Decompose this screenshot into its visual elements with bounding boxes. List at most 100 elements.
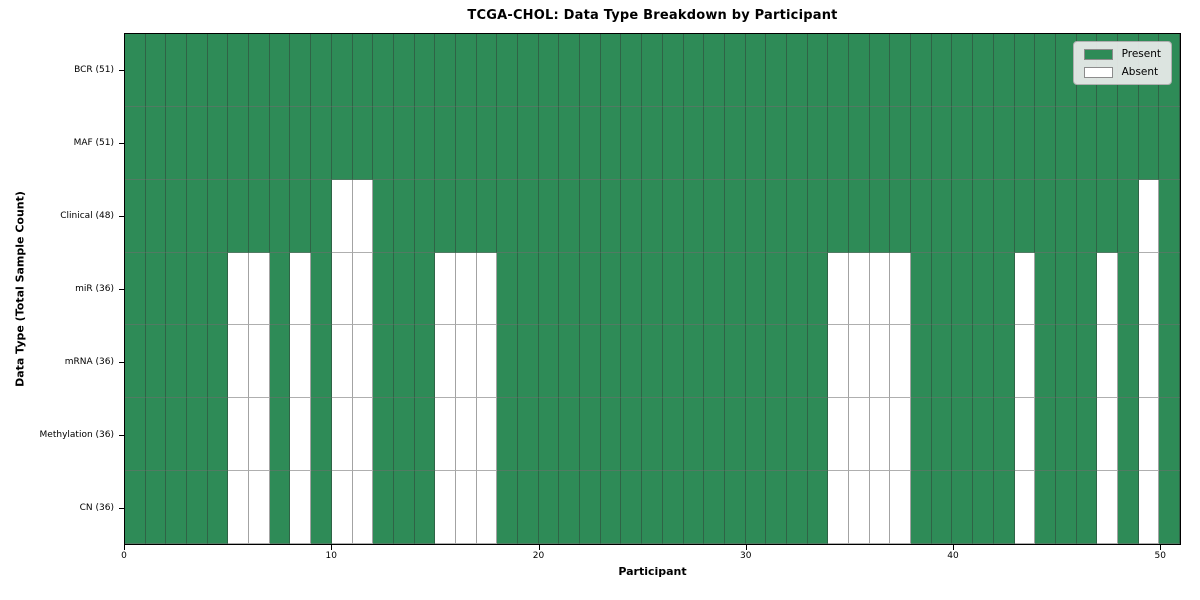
cell-mir-24 xyxy=(621,252,643,326)
legend-present-swatch-icon xyxy=(1083,48,1113,60)
cell-clinical-36 xyxy=(869,179,891,253)
plot-area: Present Absent xyxy=(124,33,1181,545)
cell-methylation-32 xyxy=(786,398,808,472)
cell-maf-5 xyxy=(228,106,250,180)
cell-bcr-10 xyxy=(331,34,353,107)
cell-methylation-34 xyxy=(828,398,850,472)
x-axis-label: Participant xyxy=(618,565,687,578)
cell-mrna-6 xyxy=(249,325,270,399)
cell-mir-49 xyxy=(1138,252,1160,326)
cell-methylation-0 xyxy=(125,398,146,472)
cell-clinical-31 xyxy=(766,179,787,253)
cell-methylation-42 xyxy=(993,398,1015,472)
cell-maf-40 xyxy=(952,106,974,180)
cell-mir-39 xyxy=(931,252,953,326)
cell-clinical-27 xyxy=(683,179,705,253)
cell-mir-26 xyxy=(662,252,684,326)
legend-entry-present: Present xyxy=(1083,48,1161,60)
cell-mir-31 xyxy=(766,252,787,326)
cell-clinical-45 xyxy=(1055,179,1077,253)
cell-cn-1 xyxy=(145,471,167,544)
cell-clinical-9 xyxy=(311,179,332,253)
cell-maf-8 xyxy=(290,106,312,180)
cell-cn-16 xyxy=(455,471,477,544)
cell-mrna-10 xyxy=(331,325,353,399)
x-tick-mark-0 xyxy=(124,545,125,550)
cell-mrna-15 xyxy=(435,325,456,399)
cell-cn-36 xyxy=(869,471,891,544)
cell-mrna-49 xyxy=(1138,325,1160,399)
cell-cn-32 xyxy=(786,471,808,544)
cell-mir-18 xyxy=(497,252,519,326)
cell-mir-34 xyxy=(828,252,850,326)
cell-cn-30 xyxy=(745,471,767,544)
cell-bcr-28 xyxy=(704,34,725,107)
cell-mrna-32 xyxy=(786,325,808,399)
cell-clinical-15 xyxy=(435,179,456,253)
x-tick-label-0: 0 xyxy=(121,551,127,561)
cell-maf-15 xyxy=(435,106,456,180)
cell-clinical-5 xyxy=(228,179,250,253)
cell-mrna-47 xyxy=(1097,325,1118,399)
cell-cn-5 xyxy=(228,471,250,544)
cell-cn-7 xyxy=(269,471,291,544)
cell-mir-46 xyxy=(1076,252,1098,326)
cell-methylation-19 xyxy=(518,398,539,472)
cell-cn-41 xyxy=(973,471,994,544)
cell-maf-23 xyxy=(600,106,622,180)
cell-cn-33 xyxy=(807,471,829,544)
cell-maf-1 xyxy=(145,106,167,180)
cell-mir-2 xyxy=(166,252,188,326)
x-tick-label-30: 30 xyxy=(740,551,752,561)
cell-mrna-24 xyxy=(621,325,643,399)
cell-mir-0 xyxy=(125,252,146,326)
cell-bcr-7 xyxy=(269,34,291,107)
cell-mrna-3 xyxy=(187,325,208,399)
cell-methylation-47 xyxy=(1097,398,1118,472)
cell-methylation-21 xyxy=(559,398,581,472)
cell-clinical-16 xyxy=(455,179,477,253)
cell-bcr-39 xyxy=(931,34,953,107)
cell-bcr-18 xyxy=(497,34,519,107)
cell-methylation-36 xyxy=(869,398,891,472)
y-tick-mark-methylation xyxy=(119,435,124,436)
cell-mrna-48 xyxy=(1117,325,1139,399)
cell-bcr-42 xyxy=(993,34,1015,107)
heatmap-cells xyxy=(125,34,1180,544)
cell-methylation-41 xyxy=(973,398,994,472)
cell-maf-28 xyxy=(704,106,725,180)
cell-methylation-12 xyxy=(373,398,394,472)
cell-mir-48 xyxy=(1117,252,1139,326)
x-tick-mark-50 xyxy=(1160,545,1161,550)
cell-mrna-1 xyxy=(145,325,167,399)
cell-cn-0 xyxy=(125,471,146,544)
cell-maf-12 xyxy=(373,106,394,180)
cell-mir-50 xyxy=(1159,252,1180,326)
cell-mir-47 xyxy=(1097,252,1118,326)
cell-clinical-2 xyxy=(166,179,188,253)
cell-clinical-34 xyxy=(828,179,850,253)
cell-bcr-6 xyxy=(249,34,270,107)
cell-bcr-22 xyxy=(580,34,601,107)
cell-clinical-32 xyxy=(786,179,808,253)
cell-mir-3 xyxy=(187,252,208,326)
cell-clinical-50 xyxy=(1159,179,1180,253)
cell-mir-19 xyxy=(518,252,539,326)
cell-bcr-27 xyxy=(683,34,705,107)
cell-mir-8 xyxy=(290,252,312,326)
cell-mrna-42 xyxy=(993,325,1015,399)
cell-clinical-4 xyxy=(207,179,229,253)
cell-maf-27 xyxy=(683,106,705,180)
cell-maf-26 xyxy=(662,106,684,180)
cell-methylation-50 xyxy=(1159,398,1180,472)
cell-clinical-22 xyxy=(580,179,601,253)
cell-cn-20 xyxy=(538,471,560,544)
cell-bcr-19 xyxy=(518,34,539,107)
cell-clinical-23 xyxy=(600,179,622,253)
cell-mir-36 xyxy=(869,252,891,326)
cell-mir-16 xyxy=(455,252,477,326)
cell-maf-22 xyxy=(580,106,601,180)
cell-clinical-20 xyxy=(538,179,560,253)
cell-bcr-21 xyxy=(559,34,581,107)
cell-methylation-43 xyxy=(1014,398,1036,472)
